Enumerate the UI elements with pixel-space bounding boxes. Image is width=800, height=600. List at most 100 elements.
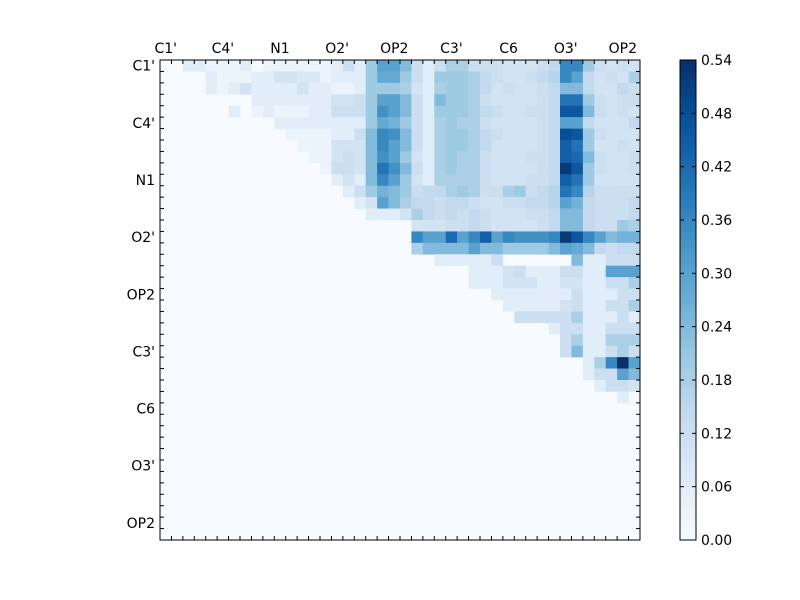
heatmap-cell: [605, 174, 618, 187]
heatmap-cell: [525, 288, 538, 301]
colorbar-segment: [680, 344, 696, 349]
heatmap-cell: [388, 208, 401, 221]
heatmap-cell: [491, 60, 504, 72]
heatmap-cell: [605, 277, 618, 289]
heatmap-cell: [457, 220, 469, 232]
heatmap-cell: [491, 288, 504, 301]
colorbar-segment: [680, 144, 696, 149]
heatmap-cell: [582, 117, 595, 129]
heatmap-cell: [354, 140, 367, 152]
heatmap-cell: [457, 151, 469, 164]
heatmap-cell: [605, 162, 618, 175]
heatmap-cell: [548, 60, 561, 72]
y-tick-label: OP2: [127, 287, 155, 303]
heatmap-cell: [537, 185, 549, 198]
colorbar-segment: [680, 300, 696, 305]
heatmap-cell: [514, 288, 527, 301]
heatmap-cell: [491, 162, 504, 175]
heatmap-cell: [594, 345, 607, 358]
colorbar-segment: [680, 104, 696, 109]
heatmap-cell: [342, 71, 355, 84]
heatmap-cell: [274, 117, 287, 129]
colorbar-segment: [680, 524, 696, 529]
heatmap-cell: [548, 311, 561, 324]
heatmap-cell: [617, 288, 629, 301]
heatmap-cell: [571, 288, 584, 301]
heatmap-cell: [240, 60, 252, 72]
heatmap-cell: [525, 82, 538, 95]
colorbar-segment: [680, 272, 696, 277]
heatmap-cell: [457, 231, 469, 244]
heatmap-cell: [571, 254, 584, 267]
heatmap-cell: [468, 265, 481, 278]
heatmap-cell: [400, 208, 412, 221]
heatmap-cell: [582, 220, 595, 232]
heatmap-cell: [594, 82, 607, 95]
heatmap-cell: [560, 322, 572, 335]
heatmap-cell: [525, 71, 538, 84]
heatmap-cell: [434, 197, 447, 209]
heatmap-cell: [365, 60, 378, 72]
heatmap-cell: [411, 151, 424, 164]
heatmap-cell: [594, 162, 607, 175]
heatmap-cell: [514, 185, 527, 198]
colorbar-segment: [680, 212, 696, 217]
colorbar-segment: [680, 360, 696, 365]
heatmap-cell: [422, 60, 435, 72]
colorbar-segment: [680, 140, 696, 145]
heatmap-cell: [628, 220, 641, 232]
colorbar-segment: [680, 404, 696, 409]
heatmap-cell: [365, 117, 378, 129]
heatmap-cell: [525, 208, 538, 221]
heatmap-cell: [217, 82, 229, 95]
colorbar-segment: [680, 260, 696, 265]
heatmap-cell: [434, 140, 447, 152]
heatmap-cell: [480, 265, 492, 278]
heatmap-cell: [548, 128, 561, 141]
colorbar-segment: [680, 320, 696, 325]
heatmap-cell: [537, 117, 549, 129]
heatmap-cell: [491, 265, 504, 278]
heatmap-cell: [491, 94, 504, 107]
heatmap-cell: [605, 82, 618, 95]
heatmap-cell: [628, 254, 641, 267]
x-tick-labels: C1' C4' N1 O2' OP2 C3' C6 O3' OP2: [154, 41, 637, 57]
tick-marks: [159, 59, 641, 541]
heatmap-cell: [354, 117, 367, 129]
colorbar-segment: [680, 284, 696, 289]
heatmap-cell: [388, 162, 401, 175]
heatmap-cell: [320, 60, 332, 72]
heatmap-cell: [537, 162, 549, 175]
heatmap-cell: [571, 322, 584, 335]
heatmap-cell: [605, 300, 618, 312]
y-tick-label: O2': [131, 230, 155, 246]
heatmap-cell: [480, 105, 492, 118]
heatmap-cell: [377, 185, 389, 198]
heatmap-cell: [445, 254, 458, 267]
heatmap-cell: [445, 220, 458, 232]
colorbar-segment: [680, 188, 696, 193]
heatmap-cell: [468, 254, 481, 267]
heatmap-cell: [331, 151, 344, 164]
colorbar-segment: [680, 92, 696, 97]
heatmap-cell: [502, 117, 515, 129]
heatmap-cell: [297, 60, 309, 72]
heatmap-cell: [468, 277, 481, 289]
heatmap-cell: [422, 117, 435, 129]
heatmap-cell: [308, 117, 321, 129]
heatmap-cell: [537, 277, 549, 289]
heatmap-cell: [502, 185, 515, 198]
heatmap-cell: [205, 60, 218, 72]
heatmap-cell: [514, 220, 527, 232]
colorbar-segment: [680, 108, 696, 113]
heatmap-cell: [514, 174, 527, 187]
heatmap-cell: [411, 128, 424, 141]
colorbar-segment: [680, 304, 696, 309]
x-tick-label: C1': [154, 41, 177, 57]
colorbar-segment: [680, 204, 696, 209]
heatmap-cell: [274, 60, 287, 72]
colorbar-segment: [680, 296, 696, 301]
heatmap-cell: [445, 174, 458, 187]
heatmap-cell: [514, 60, 527, 72]
heatmap-cell: [434, 151, 447, 164]
